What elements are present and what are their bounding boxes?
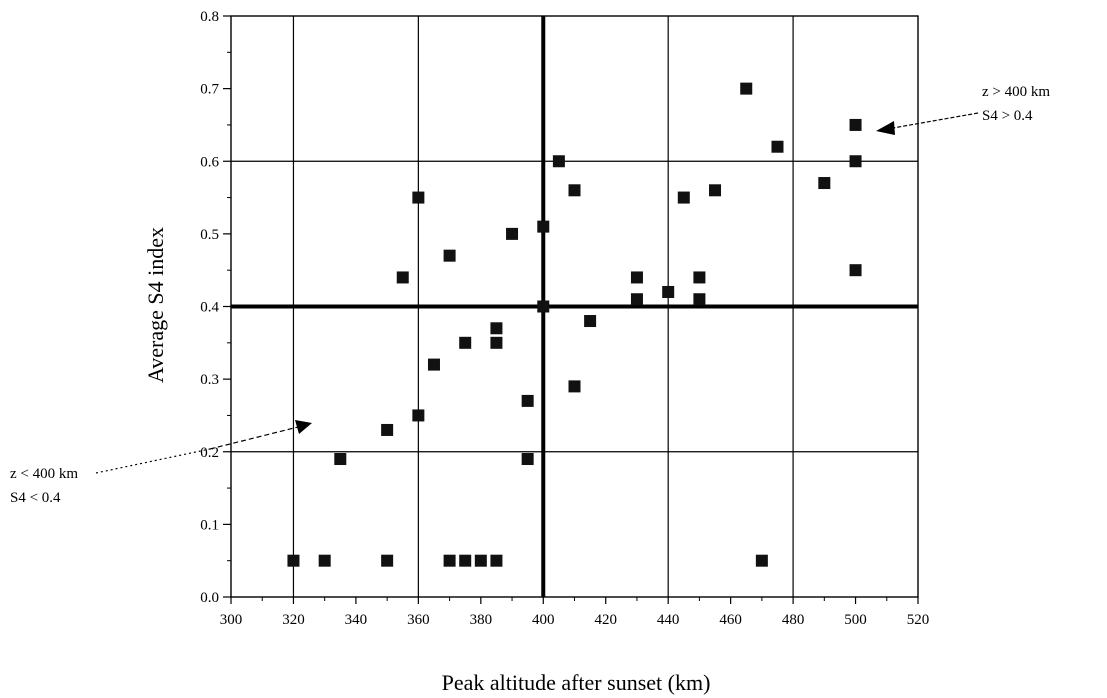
axes: 300 320 340 360 380 400 420 440 460 480 500 520 0.0 0… [200, 9, 929, 628]
data-point [849, 155, 862, 168]
data-point [693, 293, 706, 306]
data-point [630, 271, 643, 284]
x-tick-label: 440 [657, 612, 680, 628]
data-point [490, 336, 503, 349]
x-axis-title: Peak altitude after sunset (km) [442, 670, 711, 695]
reference-lines [231, 16, 918, 597]
data-point [396, 271, 409, 284]
x-tick-label: 420 [594, 612, 617, 628]
data-point [709, 184, 722, 197]
data-point [818, 177, 831, 190]
annotation-arrow-lower [209, 426, 299, 450]
data-point [381, 423, 394, 436]
data-point [459, 336, 472, 349]
data-point [412, 409, 425, 422]
data-point [693, 271, 706, 284]
annotation-arrow-upper [892, 112, 979, 129]
data-point [443, 249, 456, 262]
annotation-label-lower: S4 < 0.4 [10, 490, 61, 506]
data-point [630, 293, 643, 306]
data-point [584, 315, 597, 328]
data-point [521, 394, 534, 407]
data-point [771, 140, 784, 153]
x-tick-label: 500 [844, 612, 867, 628]
y-tick-label: 0.1 [200, 517, 219, 533]
y-tick-label: 0.3 [200, 372, 219, 388]
data-point [537, 220, 550, 233]
data-point [490, 322, 503, 335]
annotation-label-lower: z < 400 km [10, 466, 78, 482]
data-point [427, 358, 440, 371]
data-point [334, 453, 347, 466]
data-point [662, 285, 675, 298]
data-point [490, 554, 503, 567]
y-tick-label: 0.6 [200, 154, 219, 170]
data-point [740, 82, 753, 95]
y-tick-label: 0.2 [200, 445, 219, 461]
data-point [506, 227, 519, 240]
x-tick-label: 360 [407, 612, 430, 628]
x-tick-label: 320 [282, 612, 305, 628]
data-points [287, 82, 862, 567]
data-point [849, 264, 862, 277]
data-point [521, 453, 534, 466]
data-point [459, 554, 472, 567]
data-point [381, 554, 394, 567]
data-point [318, 554, 331, 567]
annotation-arrowhead-lower [295, 420, 312, 434]
data-point [755, 554, 768, 567]
annotations: z > 400 km S4 > 0.4 z < 400 km S4 < 0.4 [10, 84, 1050, 506]
x-tick-label: 520 [907, 612, 930, 628]
data-point [412, 191, 425, 204]
x-tick-label: 340 [345, 612, 368, 628]
y-tick-label: 0.4 [200, 300, 219, 316]
y-axis-title: Average S4 index [143, 227, 168, 383]
x-tick-label: 380 [470, 612, 493, 628]
annotation-label-upper: S4 > 0.4 [982, 108, 1033, 124]
x-tick-label: 400 [532, 612, 555, 628]
x-tick-label: 480 [782, 612, 805, 628]
data-point [443, 554, 456, 567]
x-tick-label: 460 [719, 612, 742, 628]
x-tick-label: 300 [220, 612, 243, 628]
data-point [568, 184, 581, 197]
data-point [677, 191, 690, 204]
data-point [537, 300, 550, 313]
data-point [552, 155, 565, 168]
y-tick-label: 0.0 [200, 590, 219, 606]
data-point [287, 554, 300, 567]
annotation-arrowhead-upper [876, 121, 895, 135]
annotation-label-upper: z > 400 km [982, 84, 1050, 100]
y-tick-label: 0.8 [200, 9, 219, 25]
data-point [474, 554, 487, 567]
y-tick-label: 0.7 [200, 82, 219, 98]
y-tick-label: 0.5 [200, 227, 219, 243]
annotation-arrow-lower [95, 448, 211, 474]
data-point [568, 380, 581, 393]
data-point [849, 118, 862, 131]
